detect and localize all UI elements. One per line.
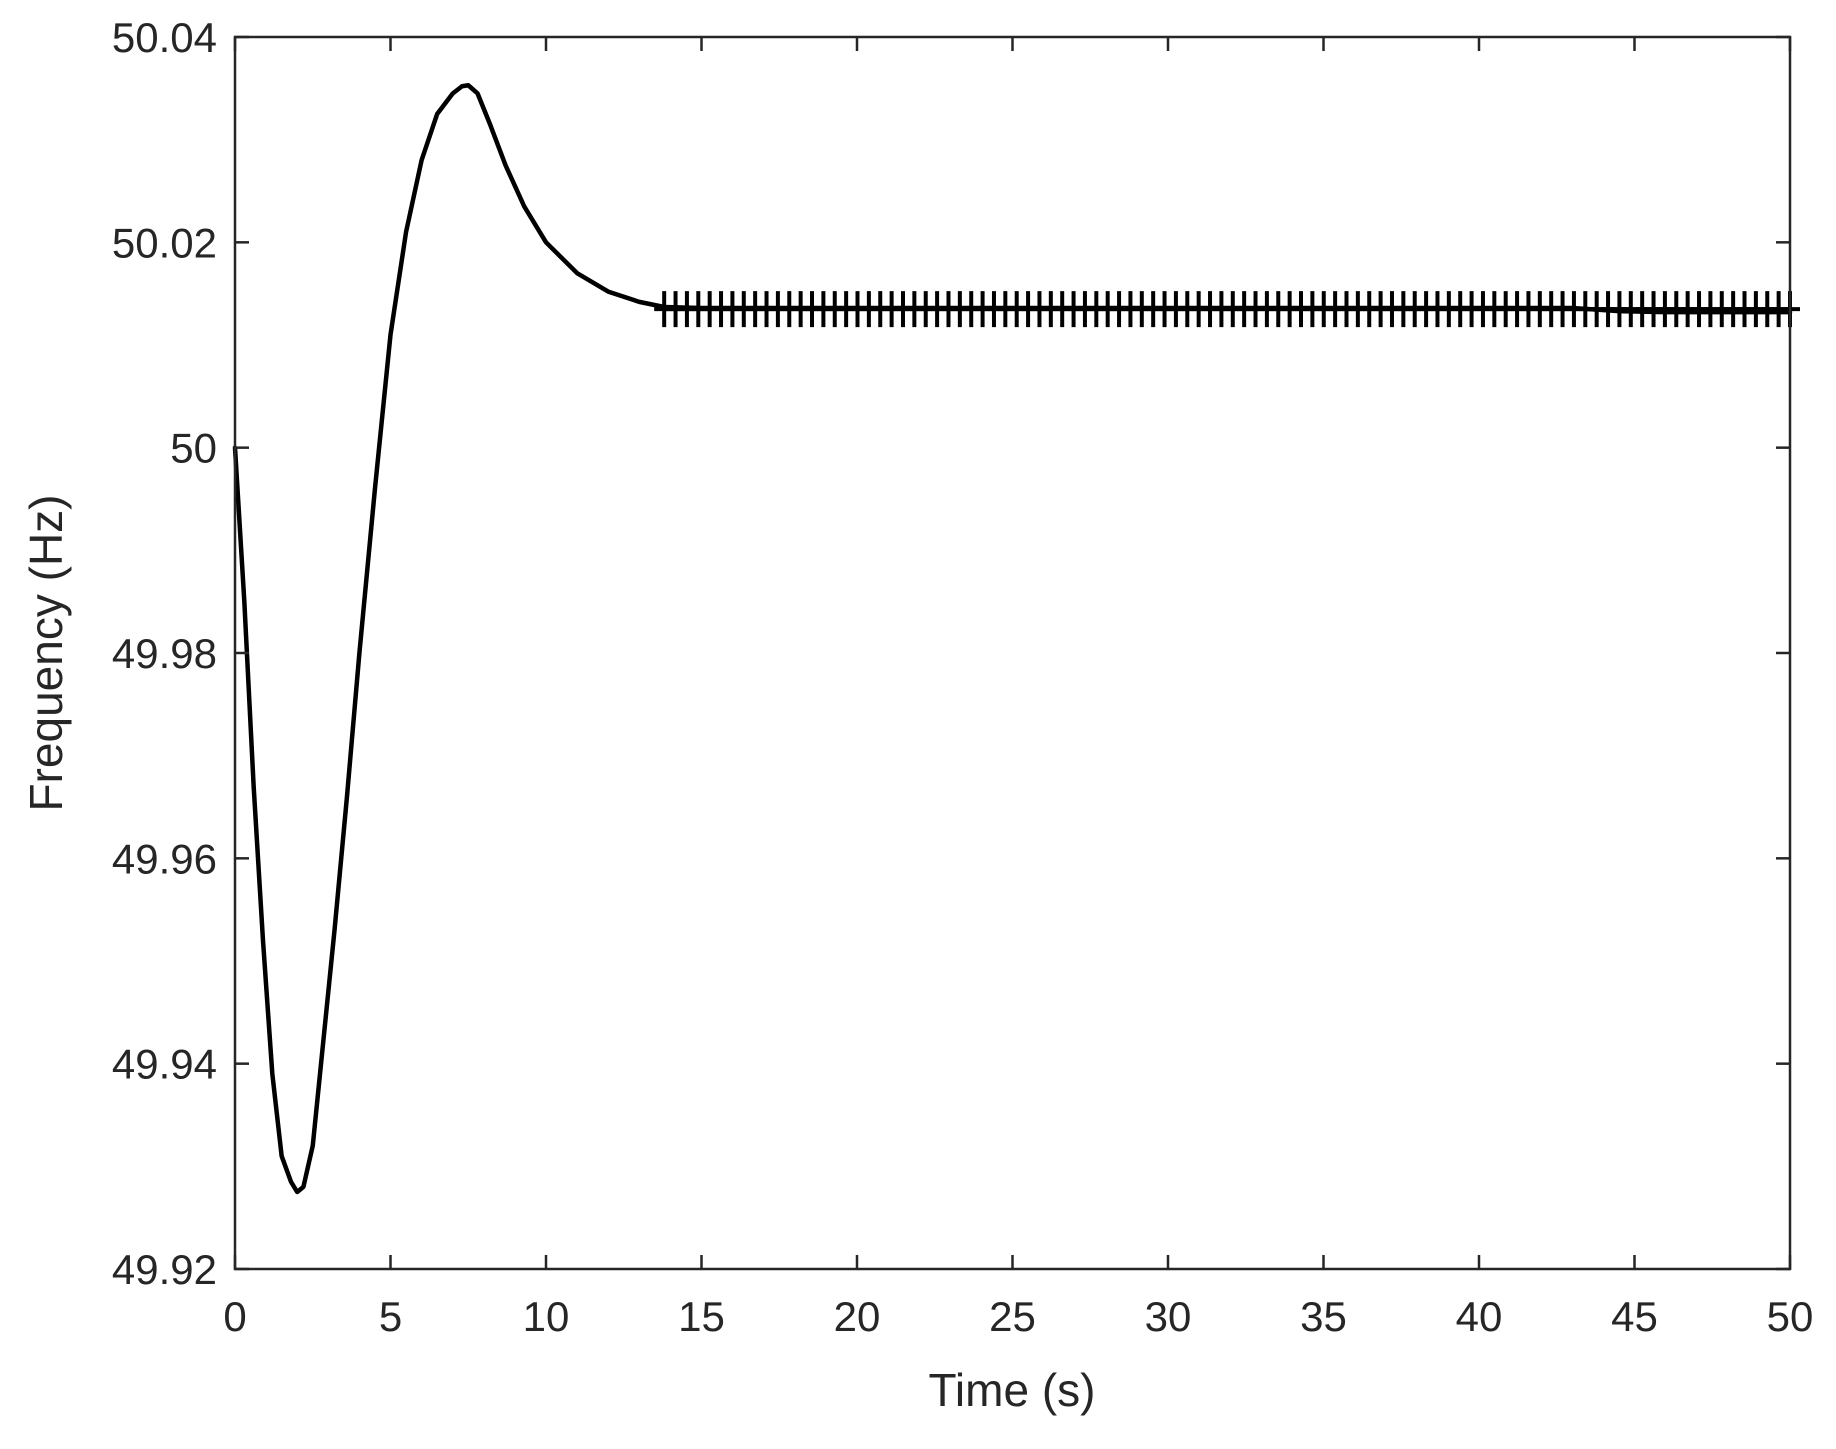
x-tick-label: 10 xyxy=(523,1293,570,1340)
x-axis-label: Time (s) xyxy=(929,1364,1096,1416)
y-tick-labels: 49.92 49.94 49.96 49.98 50 50.02 50.04 xyxy=(112,14,217,1293)
x-tick-label: 20 xyxy=(834,1293,881,1340)
plot-background xyxy=(235,37,1790,1269)
y-tick-label: 49.92 xyxy=(112,1246,217,1293)
x-tick-label: 30 xyxy=(1145,1293,1192,1340)
x-tick-label: 40 xyxy=(1456,1293,1503,1340)
y-tick-label: 50.04 xyxy=(112,14,217,61)
x-tick-label: 50 xyxy=(1767,1293,1814,1340)
x-tick-label: 0 xyxy=(223,1293,246,1340)
x-tick-label: 45 xyxy=(1611,1293,1658,1340)
y-tick-label: 49.96 xyxy=(112,835,217,882)
y-tick-label: 50.02 xyxy=(112,219,217,266)
x-tick-label: 5 xyxy=(379,1293,402,1340)
x-tick-labels: 0 5 10 15 20 25 30 35 40 45 50 xyxy=(223,1293,1813,1340)
x-tick-label: 25 xyxy=(989,1293,1036,1340)
y-axis-label: Frequency (Hz) xyxy=(20,495,72,812)
y-tick-label: 49.98 xyxy=(112,630,217,677)
y-tick-label: 49.94 xyxy=(112,1041,217,1088)
x-tick-label: 35 xyxy=(1300,1293,1347,1340)
y-tick-label: 50 xyxy=(170,425,217,472)
tick-layer xyxy=(233,35,1792,1271)
x-tick-label: 15 xyxy=(678,1293,725,1340)
series-line xyxy=(232,83,1793,1195)
